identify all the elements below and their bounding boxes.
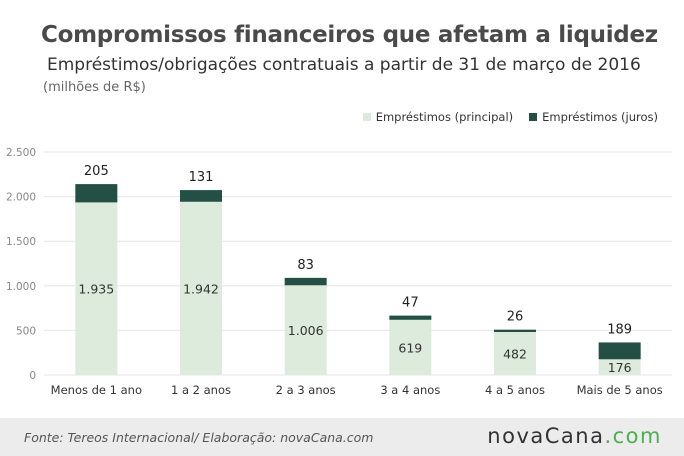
data-label-principal: 482 xyxy=(503,347,527,362)
legend-item-juros: Empréstimos (juros) xyxy=(529,110,658,124)
bar-juros xyxy=(180,190,222,202)
bar-principal xyxy=(180,201,222,375)
data-label-principal: 1.935 xyxy=(78,282,114,297)
bar-principal xyxy=(284,285,327,375)
bar-juros xyxy=(75,184,118,203)
source-text: Fonte: Tereos Internacional/ Elaboração:… xyxy=(24,430,374,445)
x-tick-label: Mais de 5 anos xyxy=(577,383,663,397)
data-label-juros: 131 xyxy=(189,170,214,185)
data-label-principal: 619 xyxy=(398,340,422,355)
y-tick-label: 1.500 xyxy=(6,236,36,248)
data-label-juros: 189 xyxy=(607,322,632,337)
bar-juros xyxy=(389,315,432,320)
y-tick-label: 0 xyxy=(29,370,36,382)
bar-principal xyxy=(75,202,118,375)
bar-juros xyxy=(284,277,327,286)
bar-principal xyxy=(389,319,432,375)
chart-subtitle: Empréstimos/obrigações contratuais a par… xyxy=(47,55,641,75)
bar-principal xyxy=(598,359,641,375)
data-label-juros: 26 xyxy=(507,310,524,325)
data-label-juros: 47 xyxy=(402,296,419,311)
data-label-principal: 176 xyxy=(608,360,632,375)
bar-juros xyxy=(598,342,641,360)
legend-label-juros: Empréstimos (juros) xyxy=(542,110,658,124)
bar-principal xyxy=(494,332,536,375)
chart-title: Compromissos financeiros que afetam a li… xyxy=(41,22,658,48)
y-tick-label: 2.000 xyxy=(6,192,36,204)
legend-item-principal: Empréstimos (principal) xyxy=(362,110,514,124)
legend-swatch-juros xyxy=(529,113,538,121)
data-label-principal: 1.006 xyxy=(288,323,324,338)
y-tick-label: 1.000 xyxy=(6,281,36,293)
brand-logo: novaCana.com xyxy=(487,424,662,448)
y-tick-label: 500 xyxy=(16,325,36,337)
legend: Empréstimos (principal) Empréstimos (jur… xyxy=(362,110,658,124)
legend-swatch-principal xyxy=(362,113,371,121)
x-tick-label: 2 a 3 anos xyxy=(276,383,336,397)
x-tick-label: Menos de 1 ano xyxy=(51,383,142,397)
bar-juros xyxy=(494,329,536,333)
x-tick-label: 3 a 4 anos xyxy=(380,383,440,397)
y-tick-label: 2.500 xyxy=(6,147,36,159)
legend-label-principal: Empréstimos (principal) xyxy=(375,110,514,124)
unit-label: (milhões de R$) xyxy=(43,80,146,95)
x-tick-label: 4 a 5 anos xyxy=(485,383,545,397)
data-label-principal: 1.942 xyxy=(183,281,219,296)
stacked-bar-chart: 0 500 1.000 1.500 2.000 2.500 205 1.935 Menos de… xyxy=(6,147,672,397)
x-tick-label: 1 a 2 anos xyxy=(171,383,231,397)
data-label-juros: 83 xyxy=(297,258,314,273)
data-label-juros: 205 xyxy=(84,164,109,179)
footer: Fonte: Tereos Internacional/ Elaboração:… xyxy=(0,418,684,456)
